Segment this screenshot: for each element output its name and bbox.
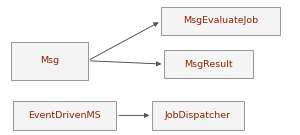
Text: MsgResult: MsgResult	[184, 60, 233, 69]
FancyBboxPatch shape	[164, 50, 253, 78]
FancyBboxPatch shape	[11, 41, 88, 80]
Text: MsgEvaluateJob: MsgEvaluateJob	[183, 16, 258, 25]
FancyBboxPatch shape	[161, 7, 280, 35]
FancyBboxPatch shape	[13, 101, 116, 130]
Text: JobDispatcher: JobDispatcher	[165, 111, 231, 120]
Text: Msg: Msg	[40, 56, 59, 65]
Text: EventDrivenMS: EventDrivenMS	[28, 111, 101, 120]
FancyBboxPatch shape	[152, 101, 244, 130]
